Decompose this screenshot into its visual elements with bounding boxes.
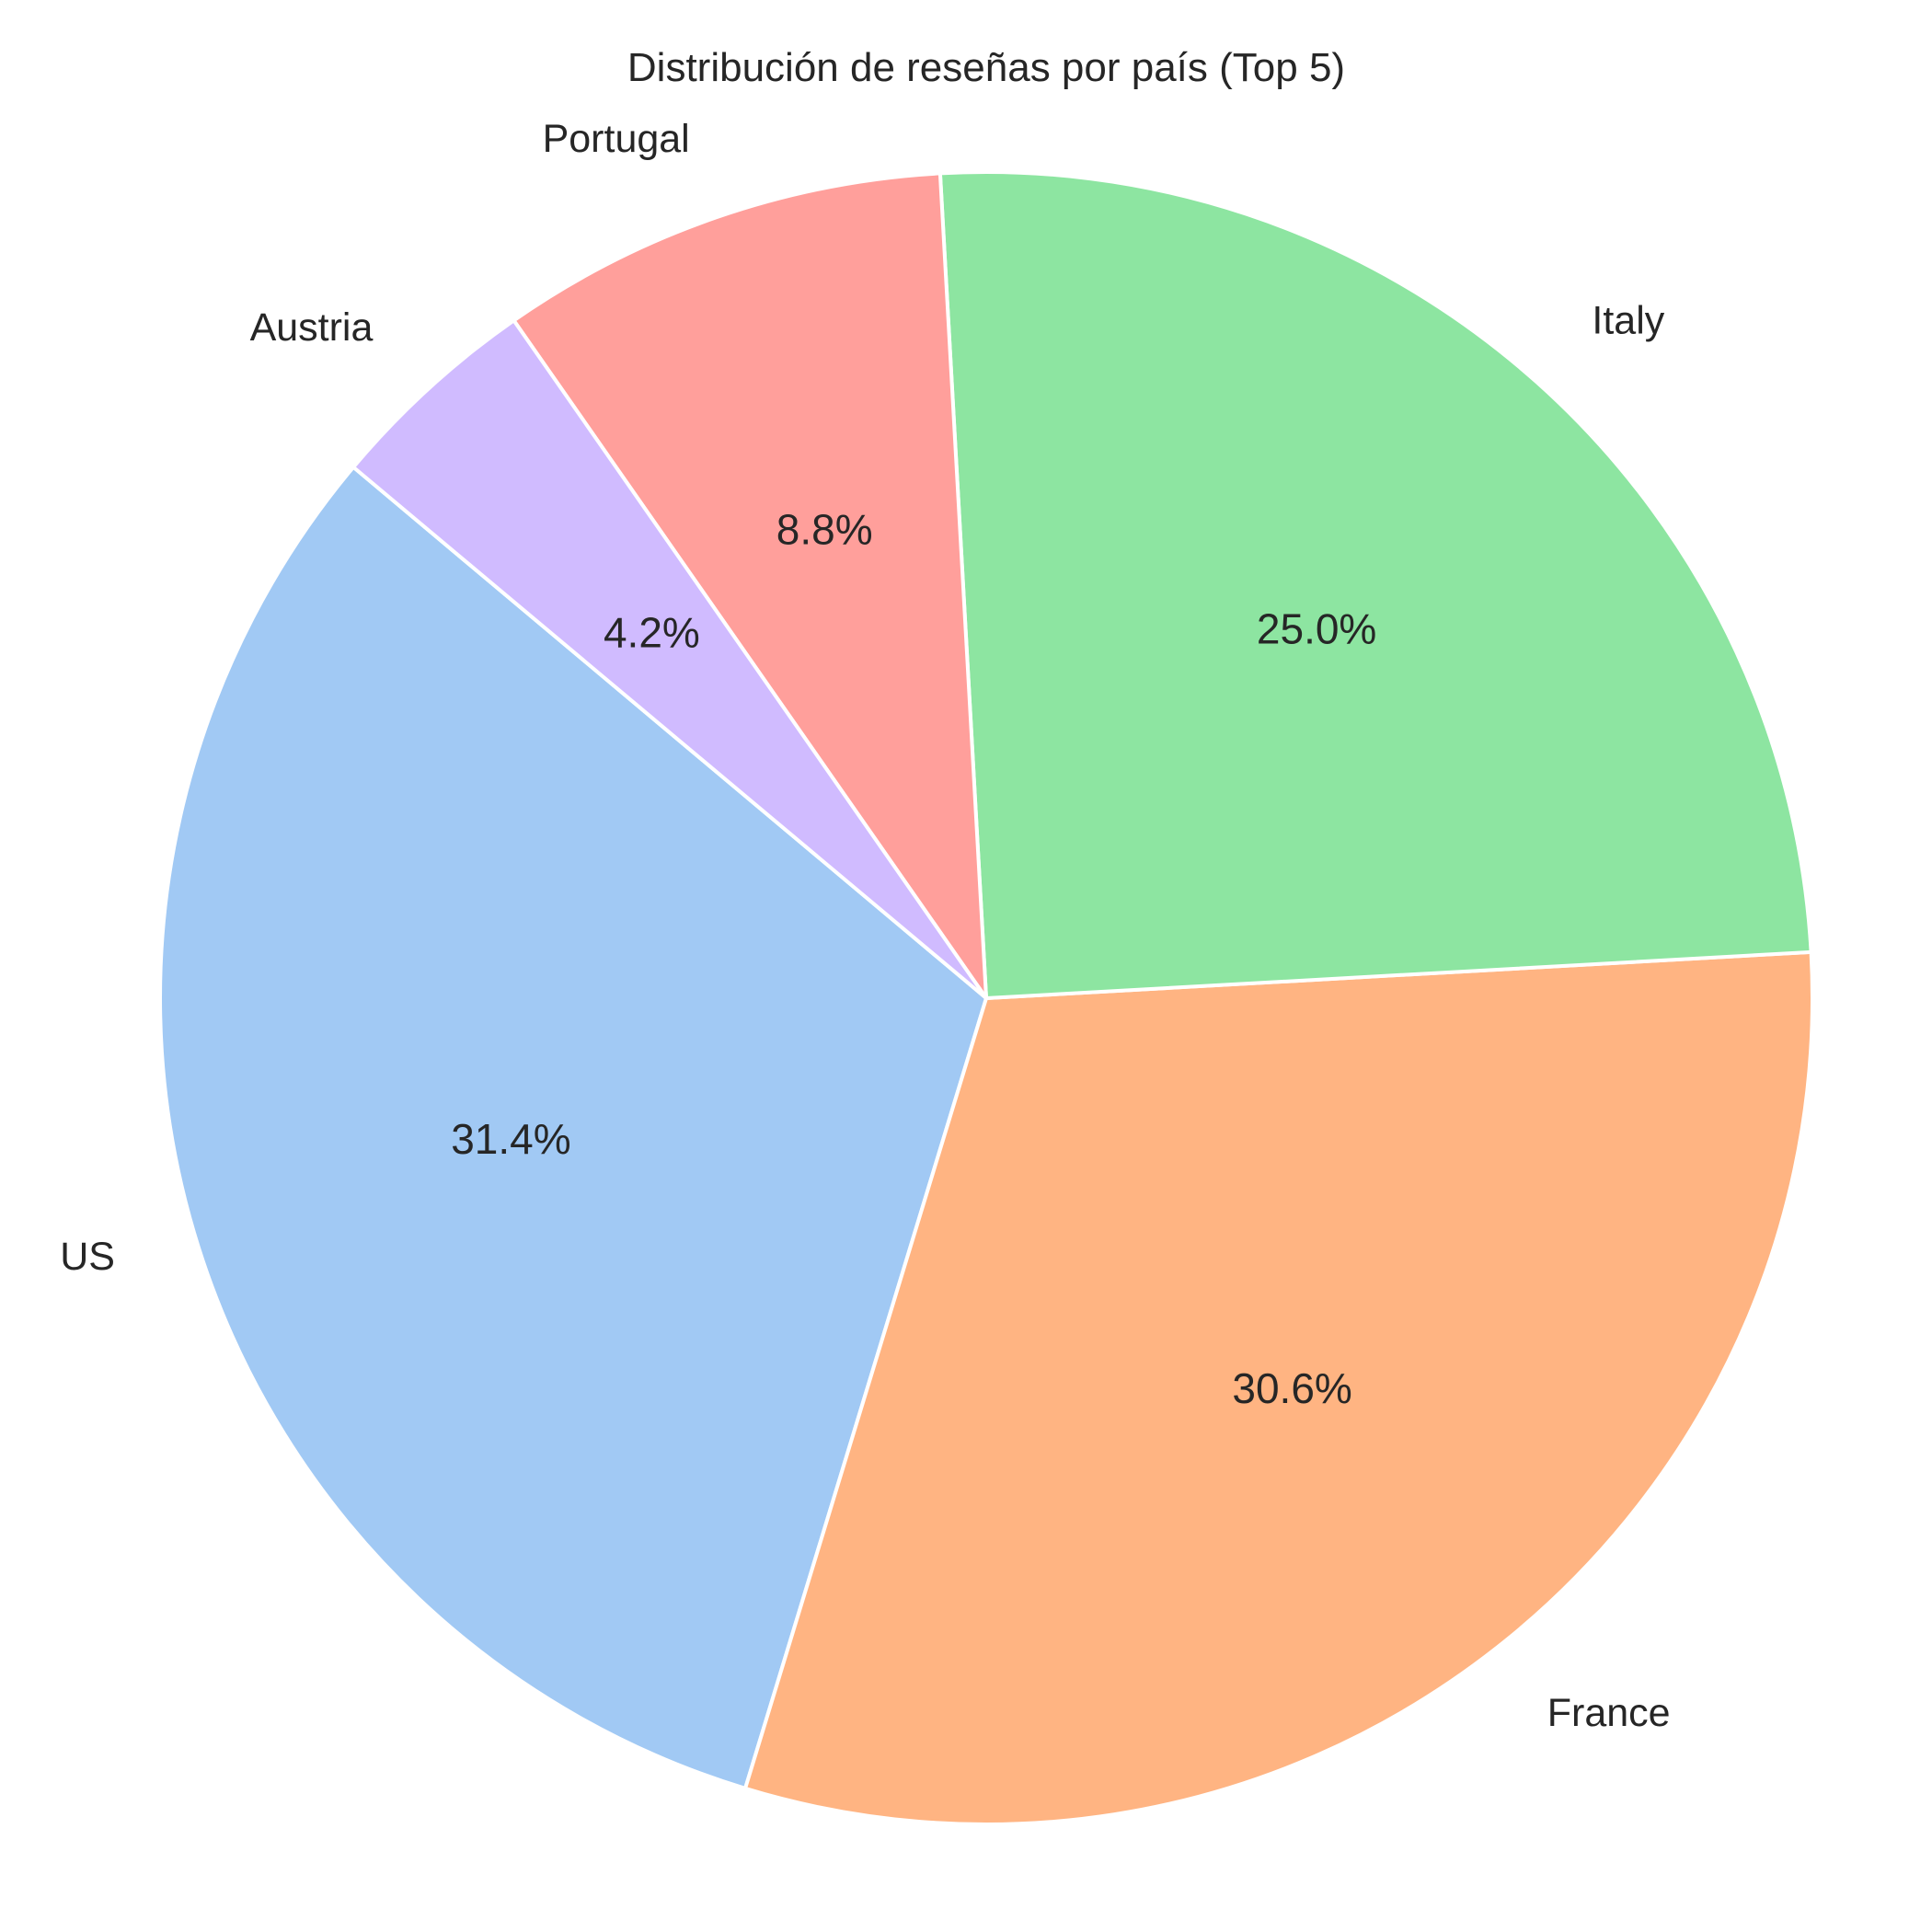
slice-label-austria: Austria bbox=[250, 305, 374, 350]
pie-slice-us bbox=[158, 465, 988, 1790]
pie-slice-austria bbox=[351, 318, 988, 1000]
slice-label-us: US bbox=[60, 1235, 115, 1279]
slice-label-italy: Italy bbox=[1592, 299, 1664, 343]
pie-slices bbox=[158, 170, 1814, 1826]
pie-slice-portugal bbox=[512, 171, 988, 1000]
slice-percent-us: 31.4% bbox=[451, 1115, 570, 1163]
slice-label-france: France bbox=[1547, 1691, 1671, 1735]
slice-percent-portugal: 8.8% bbox=[776, 506, 873, 554]
slice-percent-austria: 4.2% bbox=[604, 608, 700, 656]
pie-slice-france bbox=[743, 949, 1814, 1826]
slice-percent-france: 30.6% bbox=[1232, 1364, 1351, 1412]
chart-title: Distribución de reseñas por país (Top 5) bbox=[627, 45, 1345, 90]
slice-label-portugal: Portugal bbox=[543, 117, 690, 161]
pie-slice-italy bbox=[937, 170, 1813, 1000]
slice-percent-italy: 25.0% bbox=[1257, 604, 1376, 652]
pie-labels: US 31.4% France 30.6% Italy 25.0% Portugal 8.8%… bbox=[60, 117, 1670, 1735]
